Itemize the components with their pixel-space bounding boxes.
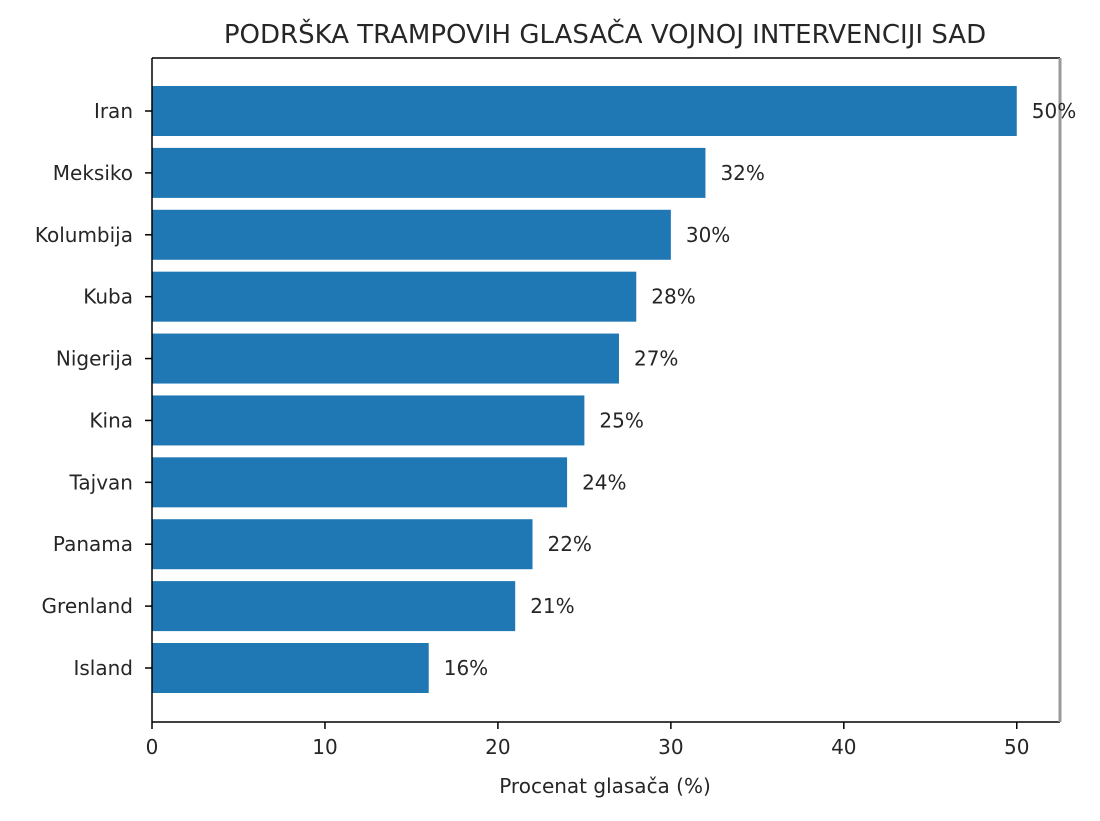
x-tick-label: 10	[312, 735, 337, 759]
data-label: 27%	[634, 347, 678, 371]
data-label: 16%	[444, 656, 488, 680]
y-tick-label: Grenland	[42, 594, 133, 618]
bar-kina	[152, 395, 585, 446]
bar-kuba	[152, 271, 637, 322]
chart-title: PODRŠKA TRAMPOVIH GLASAČA VOJNOJ INTERVE…	[224, 18, 986, 50]
data-label: 25%	[599, 408, 643, 432]
y-tick-label: Kina	[89, 408, 133, 432]
data-label: 21%	[530, 594, 574, 618]
data-label: 32%	[720, 161, 764, 185]
data-label: 30%	[686, 223, 730, 247]
bar-grenland	[152, 581, 516, 632]
x-tick-label: 40	[831, 735, 856, 759]
bar-tajvan	[152, 457, 568, 508]
x-tick-label: 50	[1004, 735, 1029, 759]
y-tick-label: Tajvan	[69, 470, 134, 494]
y-tick-label: Iran	[94, 99, 133, 123]
y-tick-label: Panama	[53, 532, 133, 556]
bars-layer	[152, 86, 1017, 693]
y-tick-label: Nigerija	[56, 347, 133, 371]
bar-panama	[152, 519, 533, 570]
y-tick-label: Island	[73, 656, 133, 680]
bar-island	[152, 643, 429, 693]
x-tick-label: 20	[485, 735, 510, 759]
y-tick-label: Kuba	[83, 285, 133, 309]
y-tick-label: Kolumbija	[35, 223, 133, 247]
x-tick-label: 0	[146, 735, 159, 759]
data-label: 28%	[651, 285, 695, 309]
bar-iran	[152, 86, 1017, 136]
axes-layer	[145, 57, 1062, 729]
labels-layer: Iran 50% Meksiko 32% Kolumbija 30% Kuba 28% Nige…	[35, 99, 1076, 759]
bar-nigerija	[152, 333, 619, 384]
y-tick-label: Meksiko	[53, 161, 133, 185]
bar-kolumbija	[152, 209, 671, 260]
bar-meksiko	[152, 147, 706, 198]
x-axis-label: Procenat glasača (%)	[499, 774, 711, 798]
data-label: 50%	[1032, 99, 1076, 123]
x-tick-label: 30	[658, 735, 683, 759]
data-label: 22%	[547, 532, 591, 556]
data-label: 24%	[582, 470, 626, 494]
